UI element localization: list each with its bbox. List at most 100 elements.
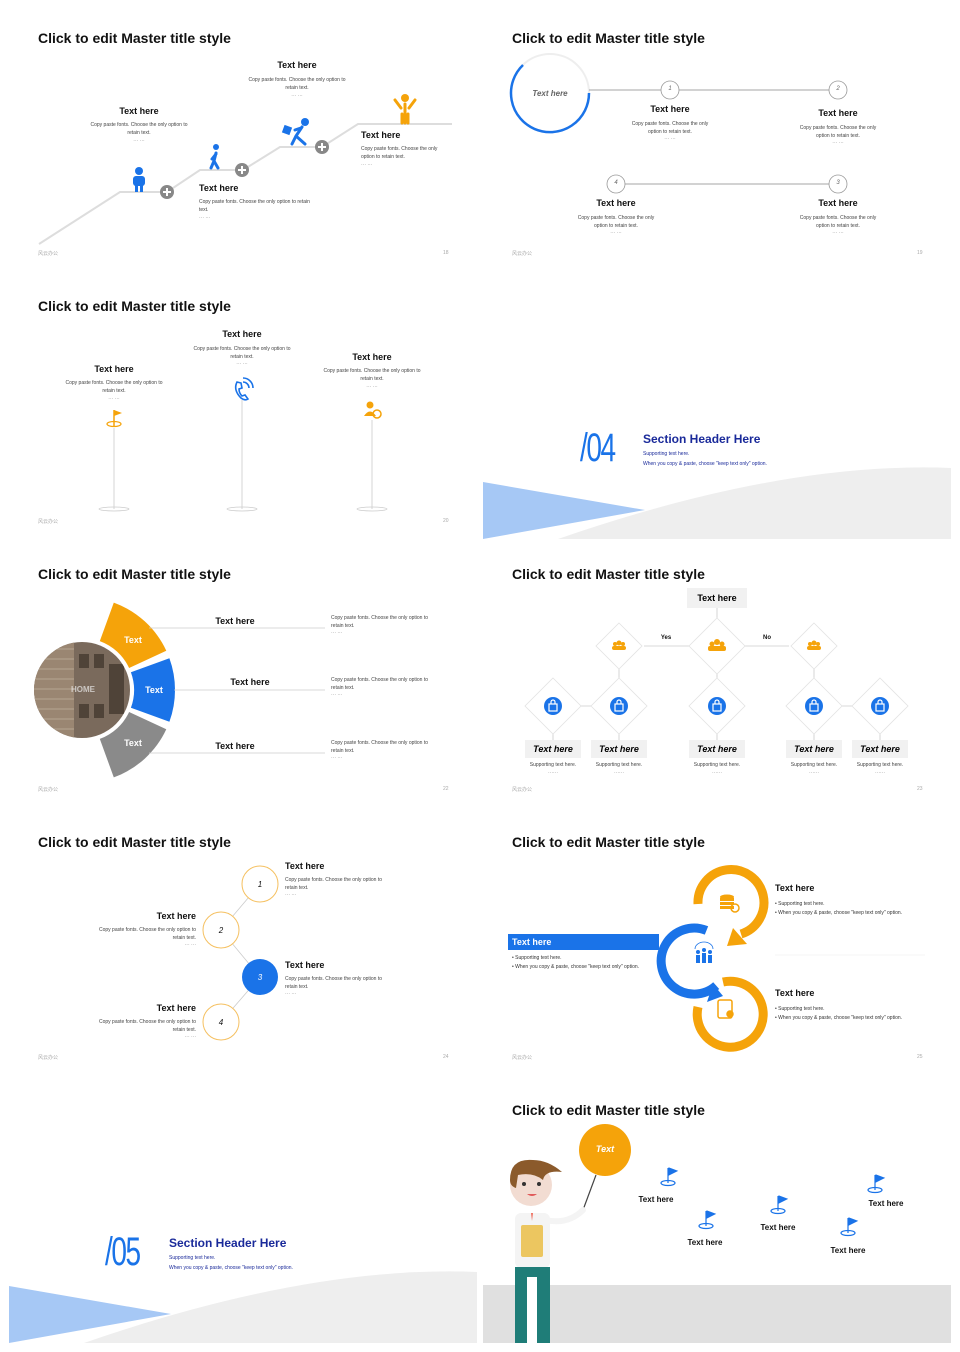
flag-label: Text here (760, 1223, 796, 1232)
ellipsis: ··· ··· (361, 162, 373, 168)
step-heading: Text here (199, 183, 239, 193)
ellipsis: ······ (614, 770, 624, 776)
step-heading: Text here (119, 106, 159, 116)
slide-24[interactable]: 1 2 3 4 Click to edit Master title style… (9, 812, 477, 1075)
page-number: 20 (443, 518, 449, 524)
bullet-text: • Supporting text here. (512, 955, 562, 961)
footer-brand: 风云办公 (512, 787, 533, 793)
outcome-box: Text here (591, 740, 647, 758)
slide-25[interactable]: Click to edit Master title style Text he… (483, 812, 951, 1075)
step-description: Copy paste fonts. Choose the only option… (285, 976, 383, 990)
phone-icon (234, 377, 254, 401)
shopping-bag-icon (544, 697, 889, 715)
photo-sign: HOME (71, 685, 95, 694)
page-number: 22 (443, 786, 449, 792)
outcome-box: Text here (689, 740, 745, 758)
flag-icon (660, 1167, 886, 1237)
step-number: 3 (836, 180, 840, 186)
item-heading: Text here (215, 741, 255, 751)
ellipsis: ······ (809, 770, 819, 776)
slide-23[interactable]: Click to edit Master title style Text he… (483, 544, 951, 807)
slide-character-flags[interactable]: Text Click to edit Master title style Te… (483, 1080, 951, 1343)
item-heading: Text here (352, 352, 392, 362)
step-heading: Text here (156, 911, 196, 921)
ellipsis: ··· ··· (331, 692, 343, 698)
step-heading: Text here (650, 104, 690, 114)
ellipsis: ··· ··· (184, 1034, 196, 1040)
step-heading: Text here (285, 960, 325, 970)
sector-diagram (34, 602, 325, 778)
step-heading: Text here (818, 198, 858, 208)
section-number: /04 (580, 426, 616, 470)
numbered-steps (202, 865, 279, 1041)
footer-brand: 风云办公 (512, 1055, 533, 1061)
step-heading: Text here (596, 198, 636, 208)
section-slide-04[interactable]: /04 Section Header Here Supporting text … (483, 276, 951, 539)
step-description: Copy paste fonts. Choose the only option… (577, 215, 655, 229)
timeline-diagram (509, 53, 848, 194)
section-subtitle: Supporting text here. (643, 451, 690, 457)
slide-22[interactable]: HOME Text Text Text Click to edit Master… (9, 544, 477, 807)
circle-label: Text here (532, 89, 568, 98)
slide-title: Click to edit Master title style (512, 834, 705, 850)
ellipsis: ··· ··· (832, 230, 844, 236)
ellipsis: ··· ··· (285, 991, 297, 997)
ellipsis: ······ (875, 770, 885, 776)
no-label: No (763, 635, 771, 641)
step-heading: Text here (277, 60, 317, 70)
ellipsis: ··· ··· (285, 892, 297, 898)
outcome-text: Supporting text here. (529, 762, 577, 768)
decorative-waves (9, 1271, 477, 1343)
outcome-text: Supporting text here. (790, 762, 838, 768)
item-description: Copy paste fonts. Choose the only option… (331, 740, 429, 754)
ellipsis: ······ (712, 770, 722, 776)
item-heading: Text here (215, 616, 255, 626)
person-location-icon (364, 401, 382, 419)
bullet-text: • When you copy & paste, choose "keep te… (775, 910, 903, 916)
page-number: 25 (917, 1054, 923, 1060)
step-description: Copy paste fonts. Choose the only option… (361, 146, 438, 160)
ellipsis: ······ (548, 770, 558, 776)
sector-orange (99, 602, 167, 668)
step-description: Copy paste fonts. Choose the only option… (90, 122, 188, 136)
step-number: 2 (836, 86, 840, 92)
ellipsis: ··· ··· (366, 384, 378, 390)
page-number: 24 (443, 1054, 449, 1060)
database-icon (720, 894, 740, 913)
step-number: 2 (218, 926, 224, 935)
step-number: 1 (257, 880, 263, 889)
bullet-text: • When you copy & paste, choose "keep te… (775, 1015, 903, 1021)
cycle-arrows-diagram (656, 865, 925, 1052)
footer-brand: 风云办公 (38, 519, 59, 525)
step-heading: Text here (361, 130, 401, 140)
step-description: Copy paste fonts. Choose the only option… (631, 121, 709, 135)
celebrating-person-icon (393, 94, 417, 125)
bullet-text: • Supporting text here. (775, 901, 825, 907)
outcome-box: Text here (525, 740, 581, 758)
sector-label: Text (124, 635, 142, 645)
ellipsis: ··· ··· (184, 942, 196, 948)
slide-title: Click to edit Master title style (512, 1102, 705, 1118)
outcome-box: Text here (852, 740, 908, 758)
step-description: Copy paste fonts. Choose the only option… (285, 877, 383, 891)
footer-brand: 风云办公 (38, 1055, 59, 1061)
section-slide-05[interactable]: /05 Section Header Here Supporting text … (9, 1080, 477, 1343)
ellipsis: ··· ··· (108, 396, 120, 402)
flag-label: Text here (868, 1199, 904, 1208)
section-subtitle: When you copy & paste, choose "keep text… (169, 1265, 293, 1271)
item-description: Copy paste fonts. Choose the only option… (193, 346, 291, 360)
tablet-payment-icon (717, 999, 734, 1019)
step-number: 3 (257, 973, 263, 982)
slide-19[interactable]: Text here 1 2 3 4 Click to edit Master t… (483, 8, 951, 271)
yes-label: Yes (660, 635, 672, 641)
item-heading: Text here (775, 988, 815, 998)
step-heading: Text here (285, 861, 325, 871)
slide-20[interactable]: Click to edit Master title style Text he… (9, 276, 477, 539)
ellipsis: ··· ··· (331, 755, 343, 761)
sector-blue (130, 658, 176, 722)
footer-brand: 风云办公 (512, 251, 533, 257)
item-description: Copy paste fonts. Choose the only option… (331, 615, 429, 629)
ellipsis: ··· ··· (331, 630, 343, 636)
step-description: Copy paste fonts. Choose the only option… (799, 125, 877, 139)
slide-18[interactable]: Click to edit Master title style Text he… (9, 8, 477, 271)
